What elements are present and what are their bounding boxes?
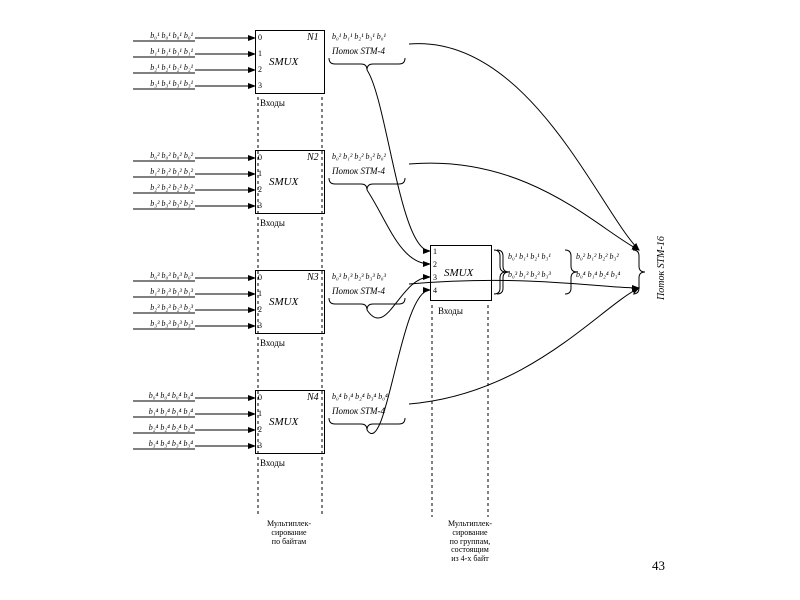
input-bits-2-0: b₀² b₀² b₀² b₀² [133,151,193,160]
out16-bits-r0-c0: b₀¹ b₁¹ b₂¹ b₃¹ [508,252,551,261]
input-bits-2-3: b₃² b₃² b₃² b₃² [133,199,193,208]
input-bits-2-1: b₁² b₁² b₁² b₁² [133,167,193,176]
input-bits-4-2: b₂⁴ b₂⁴ b₂⁴ b₂⁴ [133,423,193,432]
output-bits-3: b₀³ b₁³ b₂³ b₃³ b₀³ [332,272,386,281]
port-3-3: 3 [258,321,262,330]
port-2-2: 2 [258,185,262,194]
smux-label-1: SMUX [269,56,298,68]
smux-label-4: SMUX [269,416,298,428]
page-number: 43 [652,558,665,574]
input-bits-4-0: b₀⁴ b₀⁴ b₀⁴ b₀⁴ [133,391,193,400]
output-bits-2: b₀² b₁² b₂² b₃² b₀² [332,152,386,161]
stream-stm16: Поток STM-16 [656,236,667,300]
out16-bits-r0-c1: b₀² b₁² b₂² b₃² [576,252,619,261]
port-1-3: 3 [258,81,262,90]
port-4-3: 3 [258,441,262,450]
port-3-0: 0 [258,273,262,282]
n-label-1: N1 [307,32,319,43]
input-bits-4-1: b₁⁴ b₁⁴ b₁⁴ b₁⁴ [133,407,193,416]
port-4-2: 2 [258,425,262,434]
stream-stm4-4: Поток STM-4 [332,406,385,416]
right-port-4: 4 [433,286,437,295]
caption-inputs-4: Входы [260,458,285,468]
port-3-1: 1 [258,289,262,298]
caption-inputs-3: Входы [260,338,285,348]
n-label-2: N2 [307,152,319,163]
output-bits-1: b₀¹ b₁¹ b₂¹ b₃¹ b₀¹ [332,32,386,41]
stream-stm4-2: Поток STM-4 [332,166,385,176]
right-port-1: 1 [433,247,437,256]
right-port-2: 2 [433,260,437,269]
caption-inputs-1: Входы [260,98,285,108]
port-2-3: 3 [258,201,262,210]
input-bits-1-0: b₀¹ b₀¹ b₀¹ b₀¹ [133,31,193,40]
n-label-3: N3 [307,272,319,283]
port-3-2: 2 [258,305,262,314]
port-2-0: 0 [258,153,262,162]
port-1-2: 2 [258,65,262,74]
footer-mux-groups: Мультиплек-сированиепо группам,состоящим… [440,520,500,564]
input-bits-1-3: b₃¹ b₃¹ b₃¹ b₃¹ [133,79,193,88]
input-bits-1-1: b₁¹ b₁¹ b₁¹ b₁¹ [133,47,193,56]
port-1-1: 1 [258,49,262,58]
n-label-4: N4 [307,392,319,403]
input-bits-3-1: b₁³ b₁³ b₁³ b₁³ [133,287,193,296]
input-bits-1-2: b₂¹ b₂¹ b₂¹ b₂¹ [133,63,193,72]
input-bits-2-2: b₂² b₂² b₂² b₂² [133,183,193,192]
input-bits-3-3: b₃³ b₃³ b₃³ b₃³ [133,319,193,328]
input-bits-3-2: b₂³ b₂³ b₂³ b₂³ [133,303,193,312]
right-port-3: 3 [433,273,437,282]
input-bits-4-3: b₃⁴ b₃⁴ b₃⁴ b₃⁴ [133,439,193,448]
input-bits-3-0: b₀³ b₀³ b₀³ b₀³ [133,271,193,280]
footer-mux-bytes: Мультиплек-сированиепо байтам [256,520,322,546]
diagram-lines [0,0,800,600]
smux-label-right: SMUX [444,267,473,279]
smux-label-3: SMUX [269,296,298,308]
port-2-1: 1 [258,169,262,178]
port-4-1: 1 [258,409,262,418]
stream-stm4-1: Поток STM-4 [332,46,385,56]
stream-stm4-3: Поток STM-4 [332,286,385,296]
port-4-0: 0 [258,393,262,402]
smux-label-2: SMUX [269,176,298,188]
output-bits-4: b₀⁴ b₁⁴ b₂⁴ b₃⁴ b₀⁴ [332,392,388,401]
out16-bits-r1-c0: b₀³ b₁³ b₂³ b₃³ [508,270,551,279]
out16-bits-r1-c1: b₀⁴ b₁⁴ b₂⁴ b₃⁴ [576,270,620,279]
caption-inputs-2: Входы [260,218,285,228]
port-1-0: 0 [258,33,262,42]
caption-inputs-right: Входы [438,306,463,316]
